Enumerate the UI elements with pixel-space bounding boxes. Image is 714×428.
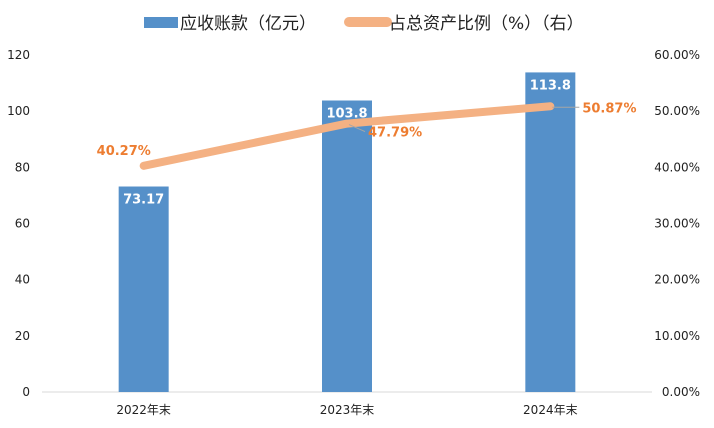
- x-category-label: 2022年末: [116, 403, 171, 417]
- y-right-tick-label: 10.00%: [654, 329, 700, 343]
- bar-data-label: 113.8: [530, 78, 571, 93]
- y-left-tick-label: 60: [15, 217, 30, 231]
- bar: [525, 72, 576, 392]
- legend-label-line: 占总资产比例（%）（右）: [389, 14, 584, 34]
- y-right-tick-label: 0.00%: [662, 385, 700, 399]
- y-left-tick-label: 120: [7, 48, 30, 62]
- axes: 0 20 40 60 80 100 120 0.00% 10.00% 20.00% 30.00% 40…: [7, 48, 700, 417]
- ratio-line: [139, 102, 555, 170]
- leader-line: [348, 124, 366, 133]
- bar-data-label: 73.17: [123, 193, 164, 208]
- line-data-label: 47.79%: [368, 126, 422, 141]
- x-category-label: 2024年末: [523, 403, 578, 417]
- data-labels: 73.17 103.8 113.8 40.27% 47.79% 50.87%: [97, 78, 637, 207]
- legend: 应收账款（亿元） 占总资产比例（%）（右）: [144, 14, 584, 34]
- bar: [322, 100, 372, 393]
- x-category-label: 2023年末: [320, 403, 375, 417]
- y-right-tick-label: 30.00%: [654, 217, 700, 231]
- line-data-label: 50.87%: [582, 101, 636, 116]
- y-right-tick-label: 50.00%: [654, 104, 700, 118]
- y-left-tick-label: 80: [15, 160, 30, 174]
- bar-data-label: 103.8: [326, 106, 367, 121]
- line-data-label: 40.27%: [97, 144, 151, 159]
- y-right-tick-label: 40.00%: [654, 160, 700, 174]
- legend-swatch-bar: [144, 17, 178, 28]
- bar: [118, 186, 169, 392]
- y-left-tick-label: 40: [15, 273, 30, 287]
- y-right-tick-label: 20.00%: [654, 273, 700, 287]
- bars: [118, 72, 576, 393]
- legend-label-bar: 应收账款（亿元）: [180, 14, 316, 34]
- y-left-tick-label: 100: [7, 104, 30, 118]
- y-left-tick-label: 0: [22, 385, 30, 399]
- ratio-line-path: [139, 102, 555, 170]
- y-right-tick-label: 60.00%: [654, 48, 700, 62]
- y-left-tick-label: 20: [15, 329, 30, 343]
